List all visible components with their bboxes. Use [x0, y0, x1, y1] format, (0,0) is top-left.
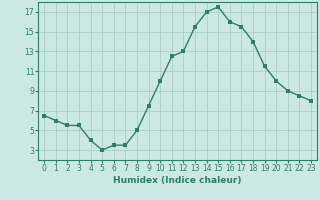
- X-axis label: Humidex (Indice chaleur): Humidex (Indice chaleur): [113, 176, 242, 185]
